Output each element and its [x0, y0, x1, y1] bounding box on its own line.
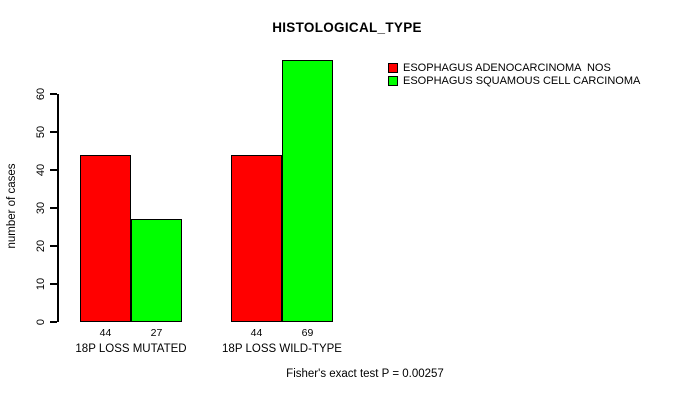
x-category-label: 18P LOSS WILD-TYPE — [222, 343, 342, 355]
legend-label: ESOPHAGUS SQUAMOUS CELL CARCINOMA — [403, 74, 641, 87]
chart-title: HISTOLOGICAL_TYPE — [272, 20, 422, 35]
legend-item: ESOPHAGUS ADENOCARCINOMA NOS — [388, 61, 640, 74]
y-tick-mark — [50, 321, 57, 323]
y-tick-mark — [50, 207, 57, 209]
y-tick-mark — [50, 283, 57, 285]
y-tick-mark — [50, 169, 57, 171]
legend: ESOPHAGUS ADENOCARCINOMA NOS ESOPHAGUS SQ… — [388, 61, 640, 87]
y-tick-label: 40 — [35, 163, 47, 177]
y-tick-label: 60 — [35, 87, 47, 101]
bar-value-label: 44 — [250, 327, 263, 339]
y-tick-mark — [50, 131, 57, 133]
legend-swatch-icon — [388, 62, 398, 73]
y-axis-label: number of cases — [6, 163, 18, 249]
legend-item: ESOPHAGUS SQUAMOUS CELL CARCINOMA — [388, 74, 640, 87]
y-tick-label: 50 — [35, 125, 47, 139]
bar-esophagus-adenocarcinoma-nos — [231, 155, 282, 322]
legend-swatch-icon — [388, 75, 398, 86]
y-axis-line — [57, 94, 59, 322]
y-tick-mark — [50, 93, 57, 95]
x-category-label: 18P LOSS MUTATED — [75, 343, 187, 355]
y-tick-label: 30 — [35, 201, 47, 215]
y-tick-label: 10 — [35, 277, 47, 291]
bar-esophagus-squamous-cell-carcinoma — [282, 60, 333, 322]
y-tick-mark — [50, 245, 57, 247]
legend-label: ESOPHAGUS ADENOCARCINOMA NOS — [403, 61, 611, 74]
bar-value-label: 27 — [150, 327, 163, 339]
bar-esophagus-adenocarcinoma-nos — [80, 155, 131, 322]
annotation-text: Fisher's exact test P = 0.00257 — [286, 368, 444, 380]
y-tick-label: 20 — [35, 239, 47, 253]
bar-esophagus-squamous-cell-carcinoma — [131, 219, 182, 322]
bar-value-label: 44 — [99, 327, 112, 339]
y-tick-label: 0 — [35, 318, 47, 326]
bar-value-label: 69 — [301, 327, 314, 339]
